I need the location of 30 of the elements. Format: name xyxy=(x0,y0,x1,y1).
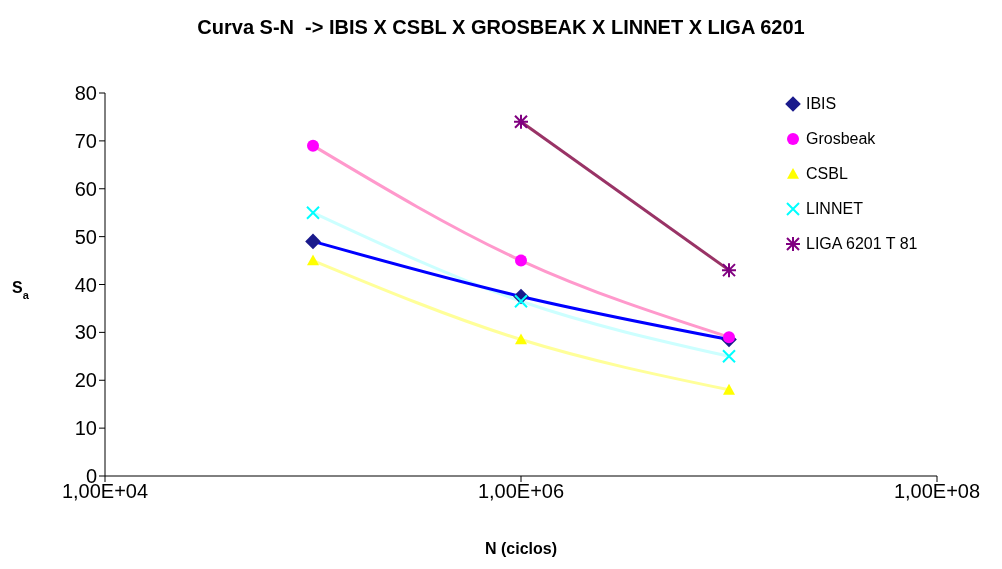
point xyxy=(721,262,737,279)
point xyxy=(514,294,528,309)
legend-label: IBIS xyxy=(806,94,837,113)
point xyxy=(513,113,529,130)
legend-label: CSBL xyxy=(806,164,848,183)
point xyxy=(305,233,321,250)
y-tick-label: 70 xyxy=(74,129,97,152)
point xyxy=(515,254,527,267)
point xyxy=(307,254,319,266)
point xyxy=(515,333,527,345)
y-tick-label: 20 xyxy=(74,369,97,392)
point xyxy=(307,139,319,152)
point xyxy=(722,349,736,364)
legend-label: Grosbeak xyxy=(806,129,876,148)
y-axis-title: S$_{a}$ xyxy=(12,279,30,301)
x-tick-label: 1,00E+08 xyxy=(893,480,981,503)
legend-label: LINNET xyxy=(806,199,863,218)
y-tick-label: 30 xyxy=(74,321,97,344)
x-tick-label: 1,00E+06 xyxy=(477,480,565,503)
y-tick-label: 60 xyxy=(74,177,97,200)
y-tick-label: 40 xyxy=(74,273,97,296)
point xyxy=(723,331,735,344)
point xyxy=(723,383,735,395)
y-tick-label: 50 xyxy=(74,225,97,248)
y-tick-label: 80 xyxy=(74,82,97,105)
point xyxy=(306,205,320,220)
y-tick-label: 10 xyxy=(74,417,97,440)
x-axis-title: N (ciclos) xyxy=(484,540,558,557)
legend-label: LIGA 6201 T 81 xyxy=(806,234,918,253)
chart-title: Curva S-N -> IBIS X CSBL X GROSBEAK X LINNET X LIGA 6201 xyxy=(196,16,806,39)
